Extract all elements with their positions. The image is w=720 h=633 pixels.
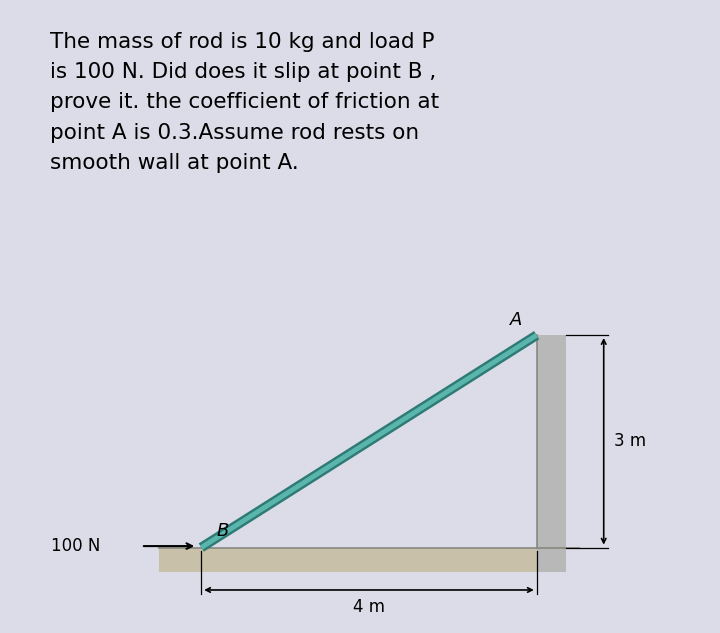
Text: 3 m: 3 m xyxy=(613,432,646,450)
FancyBboxPatch shape xyxy=(159,548,536,572)
Text: A: A xyxy=(510,311,522,330)
Text: 100 N: 100 N xyxy=(51,537,100,555)
Text: The mass of rod is 10 kg and load P
is 100 N. Did does it slip at point B ,
prov: The mass of rod is 10 kg and load P is 1… xyxy=(50,32,439,173)
Text: 4 m: 4 m xyxy=(353,598,385,617)
FancyBboxPatch shape xyxy=(536,335,566,572)
Text: B: B xyxy=(217,522,229,541)
